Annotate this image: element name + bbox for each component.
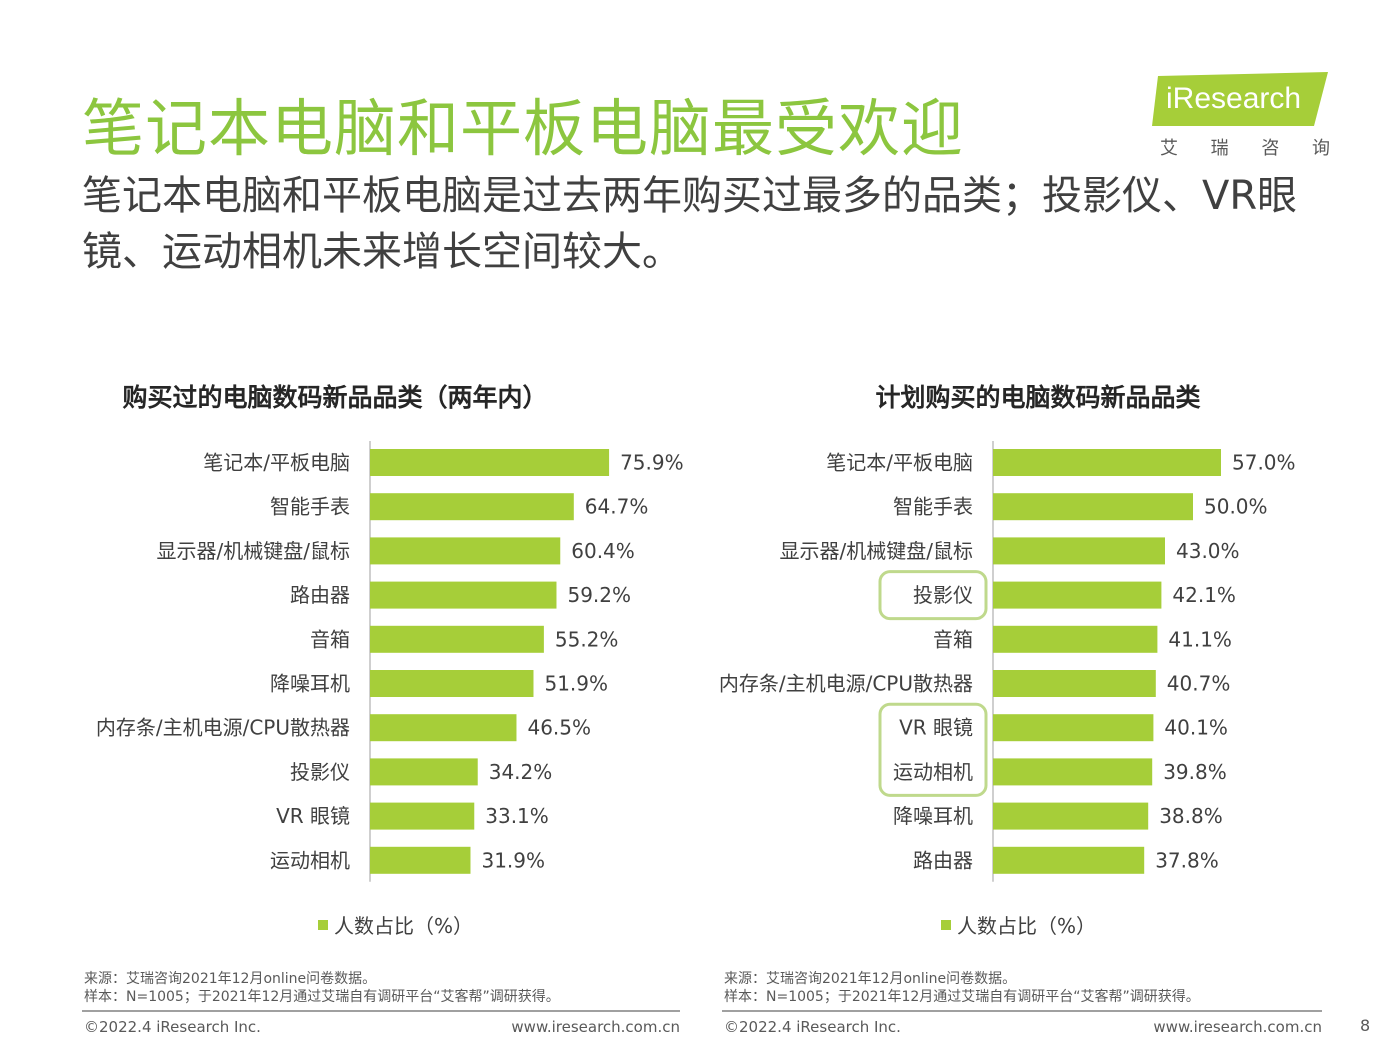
- data-label: 60.4%: [571, 539, 635, 563]
- bar: [993, 625, 1158, 653]
- bar: [993, 537, 1165, 565]
- footer-divider: [722, 1010, 1322, 1012]
- copyright: ©2022.4 iResearch Inc.: [724, 1018, 901, 1036]
- bar: [370, 537, 561, 565]
- page-number: 8: [1360, 1016, 1371, 1035]
- data-label: 46.5%: [527, 716, 591, 740]
- bar: [370, 802, 475, 830]
- bar: [370, 670, 534, 697]
- category-label: 显示器/机械键盘/鼠标: [157, 539, 350, 563]
- highlight-box: [878, 570, 988, 621]
- category-label: 智能手表: [270, 495, 350, 519]
- bar: [370, 714, 517, 742]
- chart-legend: 人数占比（%）: [941, 910, 1096, 939]
- iresearch-logo: iResearch: [1152, 72, 1328, 126]
- category-label: 降噪耳机: [270, 672, 350, 696]
- legend-swatch: [941, 919, 951, 930]
- chart-purchased-plot: 笔记本/平板电脑 75.9% 智能手表 64.7% 显示器/机械键盘/鼠标 60.4% 路由…: [96, 441, 684, 882]
- category-label: 音箱: [933, 627, 973, 651]
- data-label: 33.1%: [485, 804, 549, 828]
- bar: [993, 758, 1153, 786]
- category-label: 内存条/主机电源/CPU散热器: [719, 672, 973, 696]
- category-label: 投影仪: [913, 583, 973, 607]
- data-label: 41.1%: [1168, 627, 1232, 651]
- source-line: 来源：艾瑞咨询2021年12月online问卷数据。: [724, 971, 1017, 987]
- logo-chinese: 艾 瑞 咨 询: [1160, 134, 1330, 160]
- category-label: 笔记本/平板电脑: [826, 451, 973, 475]
- chart-planned-plot: 笔记本/平板电脑 57.0% 智能手表 50.0% 显示器/机械键盘/鼠标 43.0% 投影…: [719, 441, 1296, 882]
- data-label: 40.1%: [1164, 716, 1228, 740]
- legend-label: 人数占比（%）: [334, 914, 474, 938]
- bar: [370, 449, 610, 476]
- data-label: 55.2%: [555, 627, 619, 651]
- copyright: ©2022.4 iResearch Inc.: [84, 1018, 261, 1036]
- bar: [993, 846, 1145, 874]
- category-label: 笔记本/平板电脑: [203, 451, 350, 475]
- website-link[interactable]: www.iresearch.com.cn: [511, 1018, 680, 1036]
- logo-badge-shape: [1152, 72, 1328, 126]
- chart-title: 计划购买的电脑数码新品品类: [875, 383, 1201, 412]
- data-label: 43.0%: [1176, 539, 1240, 563]
- category-label: 内存条/主机电源/CPU散热器: [96, 716, 350, 740]
- data-label: 75.9%: [620, 451, 684, 475]
- bar: [993, 493, 1193, 521]
- chart-legend: 人数占比（%）: [318, 910, 473, 939]
- data-label: 51.9%: [544, 672, 608, 696]
- bar: [993, 581, 1162, 609]
- bar: [993, 670, 1156, 697]
- data-label: 34.2%: [489, 760, 553, 784]
- logo-char: 瑞: [1210, 138, 1229, 159]
- logo-char: 询: [1311, 138, 1330, 159]
- category-label: 运动相机: [893, 760, 973, 784]
- bar: [370, 758, 478, 786]
- data-label: 40.7%: [1167, 672, 1231, 696]
- category-label: 运动相机: [270, 848, 350, 872]
- legend-label: 人数占比（%）: [957, 914, 1097, 938]
- data-label: 37.8%: [1155, 848, 1219, 872]
- logo-char: 艾: [1160, 138, 1178, 159]
- bar: [370, 625, 544, 653]
- logo-text: iResearch: [1166, 82, 1302, 115]
- bar: [370, 581, 557, 609]
- source-note: 来源：艾瑞咨询2021年12月online问卷数据。 样本：N=1005；于20…: [84, 970, 560, 1006]
- sample-line: 样本：N=1005；于2021年12月通过艾瑞自有调研平台“艾客帮”调研获得。: [724, 989, 1200, 1005]
- bar: [370, 846, 471, 874]
- data-label: 50.0%: [1204, 495, 1268, 519]
- website-link[interactable]: www.iresearch.com.cn: [1153, 1018, 1322, 1036]
- source-line: 来源：艾瑞咨询2021年12月online问卷数据。: [84, 971, 377, 987]
- chart-purchased: 购买过的电脑数码新品品类（两年内） 笔记本/平板电脑 75.9% 智能手表 64.7%…: [20, 370, 684, 950]
- data-label: 59.2%: [567, 583, 631, 607]
- bar: [993, 449, 1221, 476]
- bar: [370, 493, 574, 521]
- legend-swatch: [318, 919, 328, 930]
- data-label: 42.1%: [1172, 583, 1236, 607]
- data-label: 57.0%: [1232, 451, 1296, 475]
- category-label: 降噪耳机: [893, 804, 973, 828]
- chart-title: 购买过的电脑数码新品品类（两年内）: [122, 383, 548, 412]
- source-note: 来源：艾瑞咨询2021年12月online问卷数据。 样本：N=1005；于20…: [724, 970, 1200, 1006]
- category-label: 路由器: [913, 848, 973, 872]
- bar: [993, 802, 1149, 830]
- category-label: 智能手表: [893, 495, 973, 519]
- data-label: 38.8%: [1159, 804, 1223, 828]
- category-label: 音箱: [310, 627, 350, 651]
- category-label: 显示器/机械键盘/鼠标: [780, 539, 973, 563]
- category-label: VR 眼镜: [276, 804, 350, 828]
- data-label: 64.7%: [585, 495, 649, 519]
- data-label: 39.8%: [1163, 760, 1227, 784]
- bar: [993, 714, 1154, 742]
- footer-divider: [82, 1010, 680, 1012]
- category-label: 路由器: [290, 583, 350, 607]
- category-label: 投影仪: [290, 760, 350, 784]
- page-subtitle: 笔记本电脑和平板电脑是过去两年购买过最多的品类；投影仪、VR眼镜、运动相机未来增…: [82, 173, 1298, 275]
- chart-planned: 计划购买的电脑数码新品品类 笔记本/平板电脑 57.0% 智能手表 50.0% 显示器/…: [643, 370, 1303, 950]
- page-title: 笔记本电脑和平板电脑最受欢迎: [82, 92, 965, 165]
- sample-line: 样本：N=1005；于2021年12月通过艾瑞自有调研平台“艾客帮”调研获得。: [84, 989, 560, 1005]
- data-label: 31.9%: [481, 848, 545, 872]
- logo-char: 咨: [1261, 138, 1280, 159]
- highlight-box: [878, 702, 988, 797]
- category-label: VR 眼镜: [899, 716, 973, 740]
